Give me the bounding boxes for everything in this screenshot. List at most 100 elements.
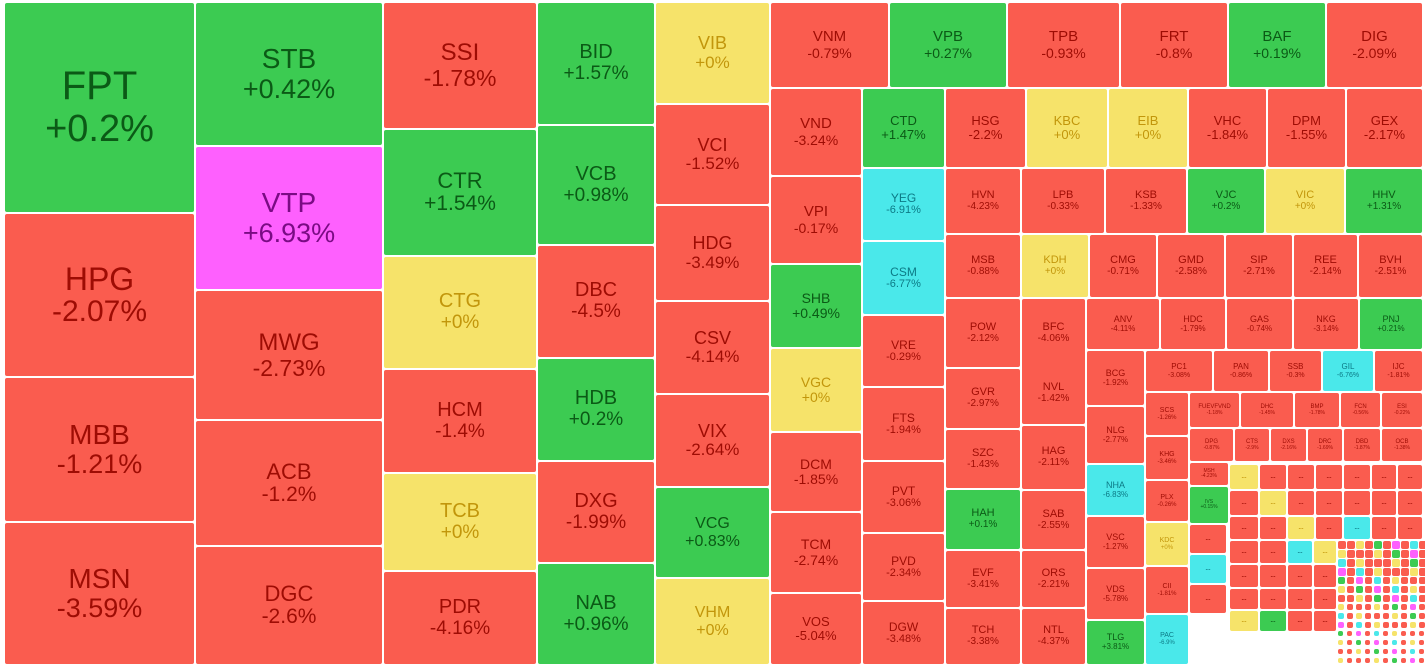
- stock-tile-tiny[interactable]: [1419, 640, 1424, 645]
- stock-tile-tiny[interactable]: [1401, 640, 1406, 645]
- stock-tile-tiny[interactable]: [1383, 649, 1388, 654]
- stock-tile-dpm[interactable]: DPM -1.55%: [1268, 89, 1345, 167]
- stock-tile-cts[interactable]: CTS -2.9%: [1235, 429, 1269, 461]
- stock-tile-tiny[interactable]: [1401, 595, 1408, 602]
- stock-tile-tiny[interactable]: [1374, 541, 1382, 549]
- stock-tile-tiny[interactable]: [1347, 550, 1355, 558]
- stock-tile-mini[interactable]: ...: [1260, 465, 1286, 489]
- stock-tile-tiny[interactable]: [1401, 649, 1406, 654]
- stock-tile-mini[interactable]: ...: [1288, 611, 1312, 631]
- stock-tile-vjc[interactable]: VJC +0.2%: [1188, 169, 1264, 233]
- stock-tile-tiny[interactable]: [1392, 586, 1399, 593]
- stock-tile-ors[interactable]: ORS -2.21%: [1022, 551, 1085, 607]
- stock-tile-tiny[interactable]: [1383, 658, 1388, 663]
- stock-tile-dpg[interactable]: DPG -0.87%: [1190, 429, 1233, 461]
- stock-tile-ocb[interactable]: OCB -1.38%: [1382, 429, 1422, 461]
- stock-tile-hpg[interactable]: HPG -2.07%: [5, 214, 194, 376]
- stock-tile-drc[interactable]: DRC -1.69%: [1308, 429, 1342, 461]
- stock-tile-gmd[interactable]: GMD -2.58%: [1158, 235, 1224, 297]
- stock-tile-tiny[interactable]: [1347, 640, 1352, 645]
- stock-tile-msh[interactable]: MSH -4.23%: [1190, 463, 1228, 485]
- stock-tile-gex[interactable]: GEX -2.17%: [1347, 89, 1422, 167]
- stock-tile-tiny[interactable]: [1401, 550, 1409, 558]
- stock-tile-mini[interactable]: ...: [1288, 491, 1314, 515]
- stock-tile-dbd[interactable]: DBD -1.87%: [1344, 429, 1380, 461]
- stock-tile-tiny[interactable]: [1356, 658, 1361, 663]
- stock-tile-ssi[interactable]: SSI -1.78%: [384, 3, 536, 128]
- stock-tile-tiny[interactable]: [1401, 631, 1406, 636]
- stock-tile-vpb[interactable]: VPB +0.27%: [890, 3, 1006, 87]
- stock-tile-tpb[interactable]: TPB -0.93%: [1008, 3, 1119, 87]
- stock-tile-scs[interactable]: SCS -1.26%: [1146, 393, 1188, 435]
- stock-tile-mini[interactable]: ...: [1260, 565, 1286, 587]
- stock-tile-dxg[interactable]: DXG -1.99%: [538, 462, 654, 562]
- stock-tile-tiny[interactable]: [1347, 577, 1354, 584]
- stock-tile-pvd[interactable]: PVD -2.34%: [863, 534, 944, 600]
- stock-tile-tiny[interactable]: [1347, 649, 1352, 654]
- stock-tile-tiny[interactable]: [1383, 613, 1389, 619]
- stock-tile-dcm[interactable]: DCM -1.85%: [771, 433, 861, 511]
- stock-tile-tiny[interactable]: [1356, 550, 1364, 558]
- stock-tile-gil[interactable]: GIL -6.76%: [1323, 351, 1373, 391]
- stock-tile-bvh[interactable]: BVH -2.51%: [1359, 235, 1422, 297]
- stock-tile-mini[interactable]: ...: [1230, 517, 1258, 539]
- stock-tile-tiny[interactable]: [1401, 658, 1406, 663]
- stock-tile-mini[interactable]: ...: [1230, 491, 1258, 515]
- stock-tile-tiny[interactable]: [1347, 622, 1353, 628]
- stock-tile-plx[interactable]: PLX -0.26%: [1146, 481, 1188, 521]
- stock-tile-vic[interactable]: VIC +0%: [1266, 169, 1344, 233]
- stock-tile-pan[interactable]: PAN -0.86%: [1214, 351, 1268, 391]
- stock-tile-tiny[interactable]: [1365, 586, 1372, 593]
- stock-tile-mini[interactable]: ...: [1372, 517, 1396, 539]
- stock-tile-pnj[interactable]: PNJ +0.21%: [1360, 299, 1422, 349]
- stock-tile-tiny[interactable]: [1374, 568, 1382, 576]
- stock-tile-ctg[interactable]: CTG +0%: [384, 257, 536, 368]
- stock-tile-tiny[interactable]: [1383, 541, 1391, 549]
- stock-tile-mini[interactable]: ...: [1288, 565, 1312, 587]
- stock-tile-tiny[interactable]: [1419, 541, 1425, 549]
- stock-tile-nlg[interactable]: NLG -2.77%: [1087, 407, 1144, 463]
- stock-tile-tiny[interactable]: [1374, 658, 1379, 663]
- stock-tile-fuevfvnd[interactable]: FUEVFVND -1.18%: [1190, 393, 1239, 427]
- stock-tile-tiny[interactable]: [1383, 622, 1389, 628]
- stock-tile-tiny[interactable]: [1392, 541, 1400, 549]
- stock-tile-tiny[interactable]: [1356, 631, 1361, 636]
- stock-tile-szc[interactable]: SZC -1.43%: [946, 430, 1020, 488]
- stock-tile-vre[interactable]: VRE -0.29%: [863, 316, 944, 386]
- stock-tile-vpi[interactable]: VPI -0.17%: [771, 177, 861, 263]
- stock-tile-tch[interactable]: TCH -3.38%: [946, 609, 1020, 664]
- stock-tile-tiny[interactable]: [1419, 613, 1425, 619]
- stock-tile-tiny[interactable]: [1374, 550, 1382, 558]
- stock-tile-hcm[interactable]: HCM -1.4%: [384, 370, 536, 472]
- stock-tile-lpb[interactable]: LPB -0.33%: [1022, 169, 1104, 233]
- stock-tile-vcb[interactable]: VCB +0.98%: [538, 126, 654, 244]
- stock-tile-tiny[interactable]: [1365, 649, 1370, 654]
- stock-tile-sip[interactable]: SIP -2.71%: [1226, 235, 1292, 297]
- stock-tile-kdh[interactable]: KDH +0%: [1022, 235, 1088, 297]
- stock-tile-vhm[interactable]: VHM +0%: [656, 579, 769, 664]
- stock-tile-mini[interactable]: ...: [1372, 491, 1396, 515]
- stock-tile-tiny[interactable]: [1347, 568, 1355, 576]
- stock-tile-tiny[interactable]: [1410, 658, 1415, 663]
- stock-tile-pow[interactable]: POW -2.12%: [946, 299, 1020, 367]
- stock-tile-tiny[interactable]: [1365, 577, 1372, 584]
- stock-tile-tiny[interactable]: [1356, 622, 1362, 628]
- stock-tile-tiny[interactable]: [1365, 568, 1373, 576]
- stock-tile-mini[interactable]: ...: [1398, 465, 1422, 489]
- stock-tile-tiny[interactable]: [1392, 568, 1400, 576]
- stock-tile-pvt[interactable]: PVT -3.06%: [863, 462, 944, 532]
- stock-tile-tiny[interactable]: [1347, 604, 1353, 610]
- stock-tile-ksb[interactable]: KSB -1.33%: [1106, 169, 1186, 233]
- stock-tile-tiny[interactable]: [1338, 559, 1346, 567]
- stock-tile-tiny[interactable]: [1392, 613, 1398, 619]
- stock-tile-tiny[interactable]: [1410, 613, 1416, 619]
- stock-tile-vhc[interactable]: VHC -1.84%: [1189, 89, 1266, 167]
- stock-tile-tiny[interactable]: [1374, 586, 1381, 593]
- stock-tile-tiny[interactable]: [1374, 613, 1380, 619]
- stock-tile-tiny[interactable]: [1401, 622, 1407, 628]
- stock-tile-nab[interactable]: NAB +0.96%: [538, 564, 654, 664]
- stock-tile-tiny[interactable]: [1383, 640, 1388, 645]
- stock-tile-mini[interactable]: ...: [1344, 465, 1370, 489]
- stock-tile-vix[interactable]: VIX -2.64%: [656, 395, 769, 486]
- stock-tile-tiny[interactable]: [1347, 595, 1354, 602]
